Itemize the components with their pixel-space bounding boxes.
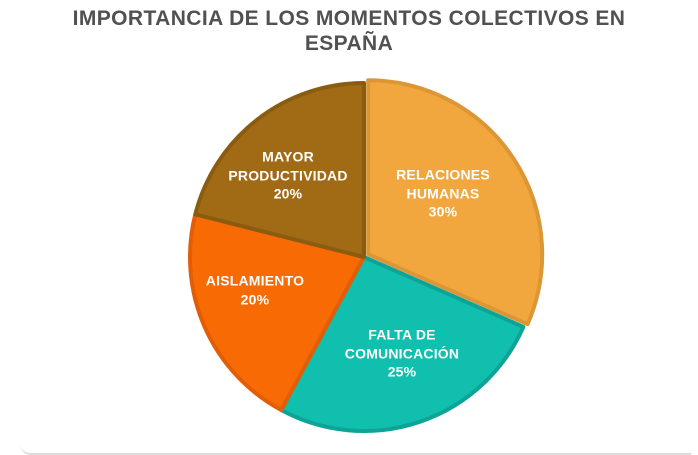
slice-label-relaciones-humanas: RELACIONES HUMANAS 30%	[396, 166, 490, 220]
card-bottom-edge	[20, 444, 692, 455]
chart-title: IMPORTANCIA DE LOS MOMENTOS COLECTIVOS E…	[72, 7, 626, 55]
pie-slice-mayor-productividad	[193, 81, 366, 259]
slice-label-mayor-productividad: MAYOR PRODUCTIVIDAD 20%	[228, 148, 348, 202]
slice-label-aislamiento: AISLAMIENTO 20%	[205, 272, 305, 308]
pie-slice-aislamiento	[187, 212, 366, 413]
pie-slice-relaciones-humanas	[366, 78, 545, 327]
slice-label-falta-de-comunicacion: FALTA DE COMUNICACIÓN 25%	[344, 326, 460, 380]
